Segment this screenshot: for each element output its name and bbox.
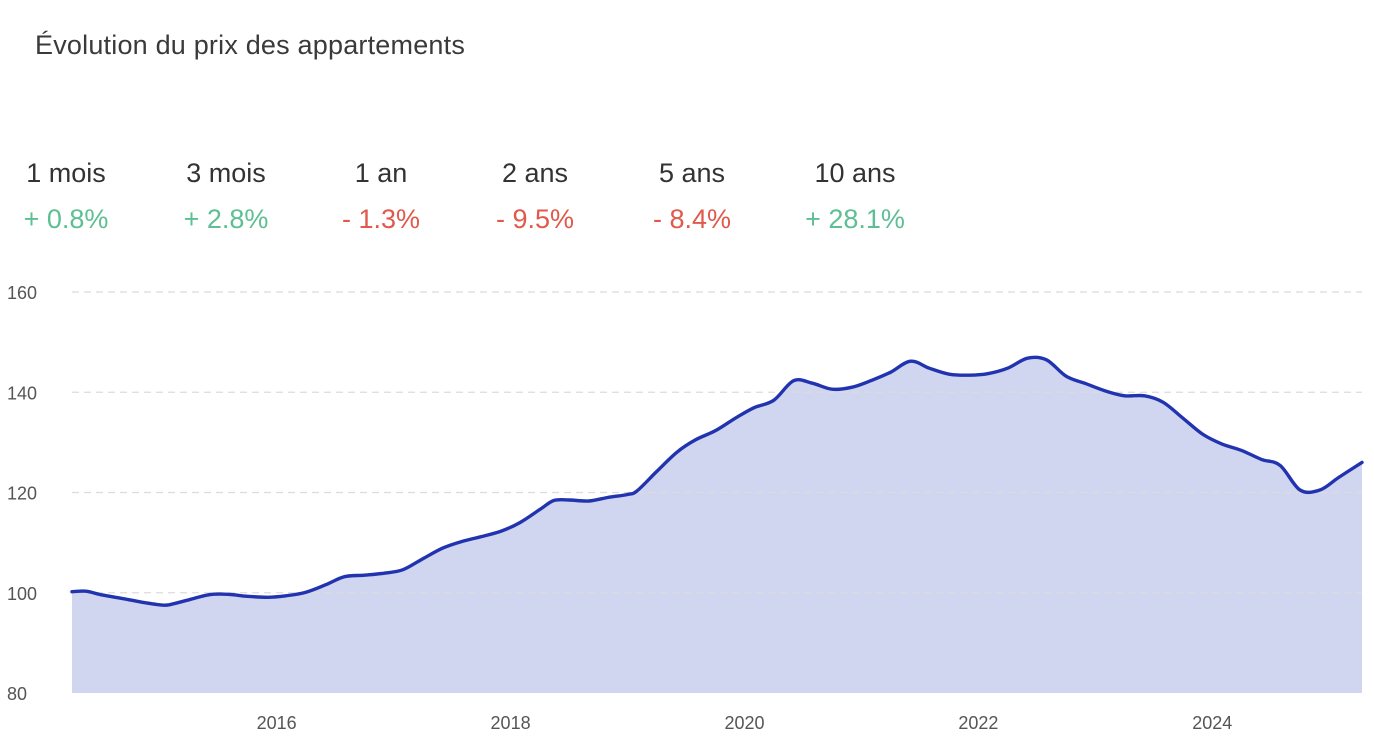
chart-title: Évolution du prix des appartements	[35, 30, 466, 60]
y-tick-label: 140	[7, 383, 37, 403]
stat-change-value: - 9.5%	[495, 204, 575, 234]
y-tick-label: 100	[7, 584, 37, 604]
price-change-summary: 1 mois + 0.8% 3 mois + 2.8% 1 an - 1.3% …	[0, 155, 960, 245]
stat-1-month: 1 mois + 0.8%	[0, 155, 141, 237]
stat-3-months: 3 mois + 2.8%	[151, 155, 301, 237]
stat-change-value: + 2.8%	[183, 204, 269, 234]
stat-2-years: 2 ans - 9.5%	[460, 155, 610, 237]
stat-change-value: - 8.4%	[652, 204, 732, 234]
price-area-chart: 80 100 120 140 160 2016 2018 2020 2022 2024	[7, 283, 1364, 733]
x-tick-label: 2024	[1192, 713, 1232, 733]
y-tick-label: 120	[7, 484, 37, 504]
stat-10-years: 10 ans + 28.1%	[780, 155, 930, 237]
x-tick-label: 2018	[491, 713, 531, 733]
stat-1-year: 1 an - 1.3%	[306, 155, 456, 237]
stat-period-label: 10 ans	[814, 158, 896, 188]
y-tick-label: 80	[7, 684, 27, 704]
stat-change-value: + 28.1%	[805, 204, 905, 234]
x-tick-label: 2020	[724, 713, 764, 733]
stat-change-value: + 0.8%	[23, 204, 109, 234]
x-tick-label: 2016	[257, 713, 297, 733]
y-tick-label: 160	[7, 283, 37, 303]
price-line	[70, 355, 1364, 607]
stat-period-label: 3 mois	[186, 158, 266, 188]
price-area-fill	[72, 357, 1362, 693]
stat-change-value: - 1.3%	[341, 204, 421, 234]
stat-period-label: 1 mois	[26, 158, 106, 188]
stat-period-label: 1 an	[354, 158, 408, 188]
x-tick-label: 2022	[958, 713, 998, 733]
stat-5-years: 5 ans - 8.4%	[617, 155, 767, 237]
stat-period-label: 2 ans	[501, 158, 569, 188]
stat-period-label: 5 ans	[658, 158, 726, 188]
